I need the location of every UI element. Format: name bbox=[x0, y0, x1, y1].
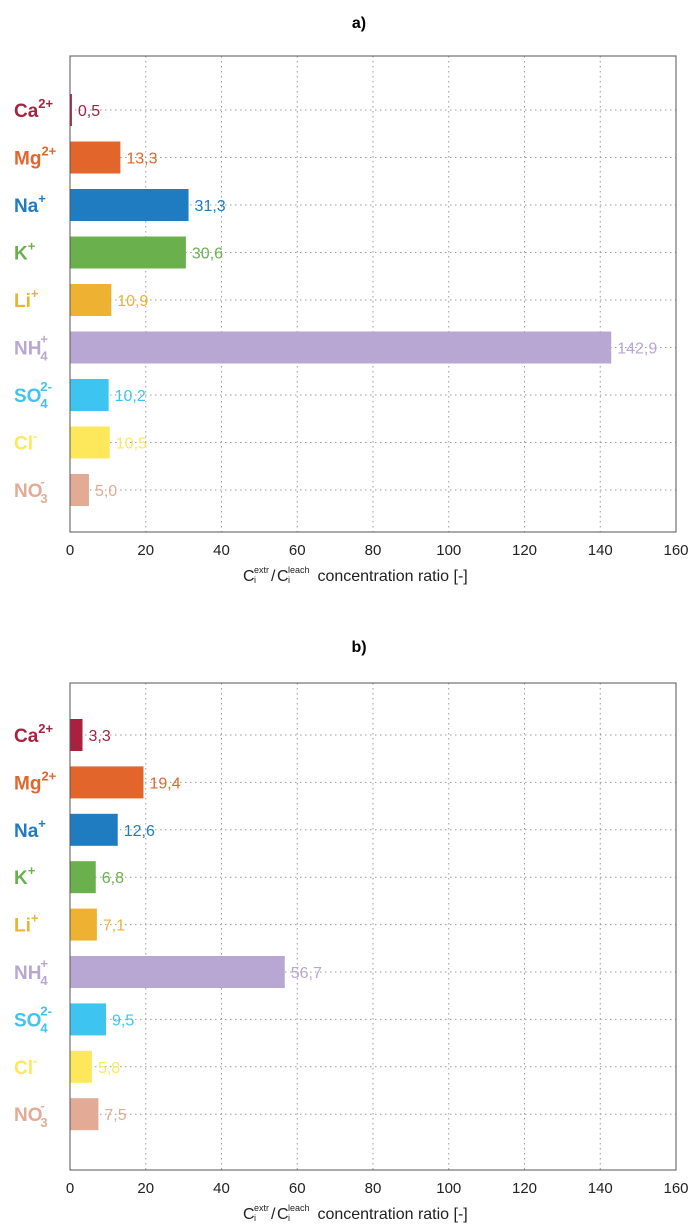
category-label: Li+ bbox=[14, 911, 39, 937]
bar bbox=[70, 1050, 92, 1083]
bar bbox=[70, 331, 612, 364]
data-label: 12,6 bbox=[124, 823, 155, 840]
x-tick-label: 100 bbox=[436, 542, 461, 559]
x-tick-label: 80 bbox=[365, 542, 382, 559]
data-label: 0,5 bbox=[78, 103, 100, 120]
data-label: 7,1 bbox=[103, 918, 125, 935]
category-label: NH+ 4 bbox=[14, 332, 48, 364]
category-label: Mg2+ bbox=[14, 144, 57, 170]
chart-panel-b: b) 3,3 Ca2+ 19,4 Mg2+ 12,6 Na+ 6,8 K+ 7,1 Li+ 56,7 N… bbox=[14, 639, 689, 1223]
bar bbox=[70, 379, 109, 411]
data-label: 5,8 bbox=[98, 1060, 120, 1077]
x-tick-label: 20 bbox=[137, 542, 154, 559]
x-tick-label: 60 bbox=[289, 542, 306, 559]
data-label: 56,7 bbox=[291, 965, 322, 982]
bar bbox=[70, 766, 144, 799]
bar bbox=[70, 236, 186, 269]
data-label: 31,3 bbox=[195, 198, 226, 215]
x-tick-label: 0 bbox=[66, 1180, 74, 1197]
category-label: K+ bbox=[14, 239, 36, 265]
x-tick-label: 160 bbox=[663, 542, 688, 559]
x-tick-label: 40 bbox=[213, 542, 230, 559]
bar bbox=[70, 719, 83, 751]
data-label: 19,4 bbox=[149, 775, 180, 792]
x-tick-label: 80 bbox=[365, 1180, 382, 1197]
plot-frame bbox=[69, 682, 677, 1171]
data-label: 10,5 bbox=[116, 436, 147, 453]
bar bbox=[70, 956, 285, 988]
bar bbox=[70, 1003, 106, 1036]
data-label: 5,0 bbox=[95, 483, 117, 500]
category-label: Ca2+ bbox=[14, 721, 54, 747]
category-label: NO-3 bbox=[14, 1098, 48, 1130]
category-label: Na+ bbox=[14, 816, 46, 842]
x-tick-label: 160 bbox=[663, 1180, 688, 1197]
category-label: NO-3 bbox=[14, 474, 48, 506]
bar bbox=[70, 474, 89, 506]
x-tick-label: 0 bbox=[66, 542, 74, 559]
data-label: 10,2 bbox=[115, 388, 146, 405]
x-tick-label: 140 bbox=[588, 1180, 613, 1197]
x-tick-label: 60 bbox=[289, 1180, 306, 1197]
category-label: Cl- bbox=[14, 1053, 37, 1079]
data-label: 6,8 bbox=[102, 870, 124, 887]
x-tick-label: 120 bbox=[512, 1180, 537, 1197]
chart-panel-a: a) 0,5 Ca2+ 13,3 Mg2+ 31,3 Na+ 30,6 K+ 10,9 Li+ 142… bbox=[14, 15, 689, 585]
panel-label: a) bbox=[352, 15, 366, 32]
category-label: Mg2+ bbox=[14, 768, 57, 794]
bar bbox=[70, 908, 97, 941]
x-tick-label: 140 bbox=[588, 542, 613, 559]
data-label: 9,5 bbox=[112, 1012, 134, 1029]
category-label: Na+ bbox=[14, 191, 46, 217]
data-label: 142,9 bbox=[617, 341, 657, 358]
data-label: 30,6 bbox=[192, 246, 223, 263]
bar bbox=[70, 426, 110, 459]
category-label: Li+ bbox=[14, 286, 39, 312]
bar bbox=[70, 1098, 99, 1131]
bar bbox=[70, 284, 112, 316]
panel-label: b) bbox=[351, 639, 366, 656]
data-label: 10,9 bbox=[117, 293, 148, 310]
data-label: 3,3 bbox=[88, 728, 110, 745]
plot-frame bbox=[69, 55, 677, 533]
x-axis-label: Cextr i/Cleach i concentration ratio [-] bbox=[243, 565, 468, 585]
x-tick-label: 120 bbox=[512, 542, 537, 559]
x-tick-label: 20 bbox=[137, 1180, 154, 1197]
category-label: NH+ 4 bbox=[14, 956, 48, 988]
data-label: 13,3 bbox=[126, 151, 157, 168]
bar bbox=[70, 189, 189, 221]
bar bbox=[70, 861, 96, 894]
bar bbox=[70, 141, 121, 174]
data-label: 7,5 bbox=[104, 1107, 126, 1124]
bar bbox=[70, 94, 72, 126]
category-label: SO2-4 bbox=[14, 1003, 52, 1035]
category-label: SO2-4 bbox=[14, 379, 52, 411]
category-label: Cl- bbox=[14, 429, 37, 455]
category-label: K+ bbox=[14, 863, 36, 889]
x-tick-label: 100 bbox=[436, 1180, 461, 1197]
x-axis-label: Cextr i/Cleach i concentration ratio [-] bbox=[243, 1203, 468, 1223]
bar bbox=[70, 813, 118, 846]
category-label: Ca2+ bbox=[14, 96, 54, 122]
x-tick-label: 40 bbox=[213, 1180, 230, 1197]
